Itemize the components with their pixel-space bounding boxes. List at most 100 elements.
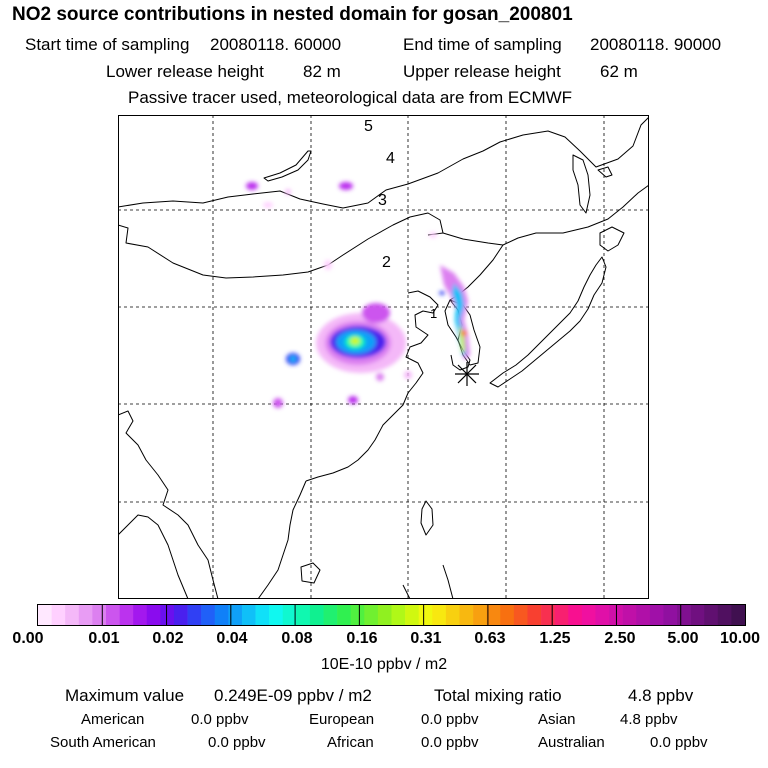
colorbar-swatch: [513, 605, 528, 625]
upper-release-label: Upper release height: [403, 62, 561, 81]
colorbar-swatch: [309, 605, 324, 625]
colorbar-swatch: [663, 605, 678, 625]
tracer-note: Passive tracer used, meteorological data…: [128, 88, 573, 107]
colorbar-swatch: [432, 605, 447, 625]
day-label-2: 2: [382, 254, 391, 271]
colorbar-swatch: [595, 605, 610, 625]
day-label-3: 3: [378, 192, 387, 209]
max-value: 0.249E-09 ppbv / m2: [214, 686, 372, 705]
coastlines-and-borders: [118, 116, 649, 599]
colorbar-swatch: [241, 605, 256, 625]
colorbar-swatch: [119, 605, 134, 625]
colorbar-swatch: [704, 605, 719, 625]
colorbar-swatch: [554, 605, 569, 625]
concentration-field: [246, 182, 470, 408]
colorbar-swatch: [649, 605, 664, 625]
colorbar-tick: 2.50: [604, 630, 636, 647]
region-name: European: [309, 711, 375, 728]
region-value: 0.0 ppbv: [191, 711, 249, 728]
region-value: 0.0 ppbv: [421, 734, 479, 751]
colorbar-swatch: [133, 605, 148, 625]
colorbar-tick: 10.00: [719, 630, 761, 647]
upper-release-value: 62 m: [600, 62, 638, 81]
colorbar-tick: 5.00: [667, 630, 699, 647]
colorbar-swatch: [364, 605, 379, 625]
map-panel: 5 4 3 2 1: [118, 115, 649, 599]
lower-release-value: 82 m: [303, 62, 341, 81]
colorbar-swatch: [377, 605, 392, 625]
colorbar-swatch: [282, 605, 297, 625]
day-label-5: 5: [364, 118, 373, 135]
end-time-value: 20080118. 90000: [590, 35, 722, 54]
start-time-label: Start time of sampling: [25, 35, 190, 54]
colorbar-swatch: [486, 605, 501, 625]
colorbar-swatch: [350, 605, 365, 625]
colorbar-swatch: [418, 605, 433, 625]
plot-title: NO2 source contributions in nested domai…: [12, 4, 573, 25]
colorbar-swatch: [581, 605, 596, 625]
colorbar-swatch: [296, 605, 311, 625]
colorbar-swatch: [459, 605, 474, 625]
colorbar-swatch: [405, 605, 419, 625]
asterisk-icon: [455, 362, 479, 386]
colorbar-swatch: [146, 605, 161, 625]
colorbar-tick: 0.63: [474, 630, 506, 647]
colorbar-swatch: [214, 605, 229, 625]
region-value: 0.0 ppbv: [650, 734, 708, 751]
colorbar-swatch: [500, 605, 515, 625]
region-name: South American: [50, 734, 156, 751]
colorbar-swatch: [690, 605, 705, 625]
colorbar-swatch: [731, 605, 746, 625]
total-mixing-label: Total mixing ratio: [434, 686, 562, 705]
colorbar-swatch: [717, 605, 732, 625]
colorbar-swatch: [269, 605, 284, 625]
colorbar-tick: 0.02: [152, 630, 184, 647]
colorbar-swatch: [337, 605, 352, 625]
total-mixing-value: 4.8 ppbv: [628, 686, 694, 705]
colorbar-tick: 0.08: [281, 630, 313, 647]
colorbar-swatch: [173, 605, 188, 625]
colorbar-swatch: [677, 605, 691, 625]
colorbar-swatch: [568, 605, 583, 625]
colorbar-swatch: [228, 605, 243, 625]
lower-release-label: Lower release height: [106, 62, 264, 81]
colorbar-swatch: [473, 605, 487, 625]
day-label-4: 4: [386, 150, 395, 167]
colorbar-unit: 10E-10 ppbv / m2: [320, 656, 448, 673]
colorbar-swatch: [38, 605, 52, 625]
region-name: Australian: [538, 734, 605, 751]
start-time-value: 20080118. 60000: [210, 35, 342, 54]
colorbar-swatch: [92, 605, 107, 625]
colorbar-swatch: [160, 605, 175, 625]
colorbar-swatch: [78, 605, 93, 625]
colorbar-swatch: [391, 605, 406, 625]
region-value: 0.0 ppbv: [208, 734, 266, 751]
region-name: American: [81, 711, 145, 728]
colorbar-swatch: [527, 605, 542, 625]
colorbar-swatch: [201, 605, 216, 625]
colorbar: [37, 604, 746, 626]
colorbar-swatch: [105, 605, 120, 625]
colorbar-swatch: [51, 605, 66, 625]
region-name: Asian: [538, 711, 576, 728]
colorbar-tick: 0.01: [88, 630, 120, 647]
colorbar-swatch: [636, 605, 651, 625]
colorbar-swatch: [187, 605, 202, 625]
colorbar-swatch: [65, 605, 80, 625]
colorbar-swatch: [255, 605, 270, 625]
end-time-label: End time of sampling: [403, 35, 562, 54]
colorbar-border: [37, 604, 746, 626]
colorbar-tick: 0.00: [12, 630, 44, 647]
colorbar-tick: 0.16: [346, 630, 378, 647]
colorbar-tick: 0.31: [410, 630, 442, 647]
colorbar-swatch: [445, 605, 460, 625]
region-value: 4.8 ppbv: [620, 711, 678, 728]
region-value: 0.0 ppbv: [421, 711, 479, 728]
colorbar-swatch: [323, 605, 338, 625]
colorbar-tick: 1.25: [539, 630, 571, 647]
day-label-1: 1: [430, 306, 437, 321]
colorbar-tick: 0.04: [216, 630, 248, 647]
colorbar-swatch: [541, 605, 555, 625]
max-value-label: Maximum value: [65, 686, 185, 705]
colorbar-swatch: [622, 605, 637, 625]
